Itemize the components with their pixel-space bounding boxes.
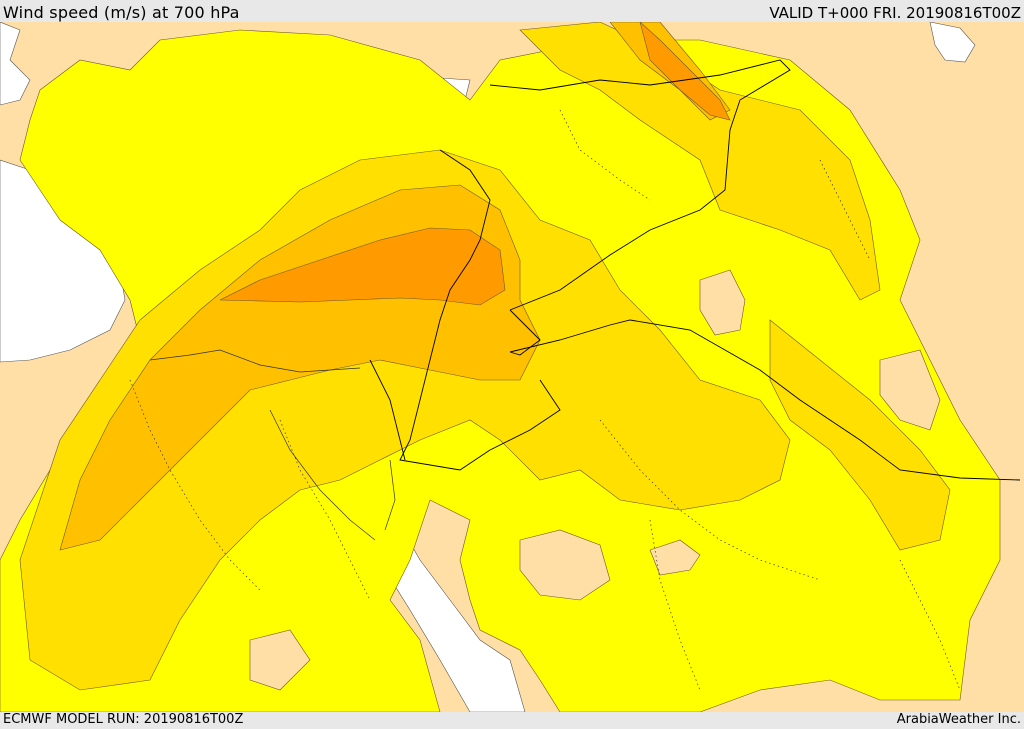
calm-patch-1: [699, 269, 746, 336]
header-bar: Wind speed (m/s) at 700 hPa VALID T+000 …: [0, 0, 1024, 22]
wind-band-4-core: [639, 22, 731, 121]
wind-map: [0, 22, 1024, 712]
credit: ArabiaWeather Inc.: [896, 712, 1021, 727]
calm-patch-4: [519, 529, 611, 601]
caspian-sea: [929, 22, 976, 63]
country-borders: [369, 59, 1021, 481]
calm-patch-2: [649, 539, 701, 576]
map-title: Wind speed (m/s) at 700 hPa: [3, 3, 240, 22]
footer-bar: ECMWF MODEL RUN: 20190816T00Z ArabiaWeat…: [0, 712, 1024, 729]
coastlines: [149, 349, 396, 541]
wind-band-2-gulf: [769, 319, 951, 551]
calm-patch-5: [249, 629, 311, 691]
calm-patch-3: [879, 349, 941, 431]
regional-borders: [129, 109, 961, 691]
wind-map-svg: [0, 22, 1024, 712]
valid-time: VALID T+000 FRI. 20190816T00Z: [769, 4, 1021, 22]
model-run: ECMWF MODEL RUN: 20190816T00Z: [3, 712, 244, 727]
red-sea: [379, 524, 526, 712]
wind-band-2: [19, 149, 791, 691]
wind-band-4: [219, 227, 506, 306]
aegean-sea: [0, 22, 31, 106]
